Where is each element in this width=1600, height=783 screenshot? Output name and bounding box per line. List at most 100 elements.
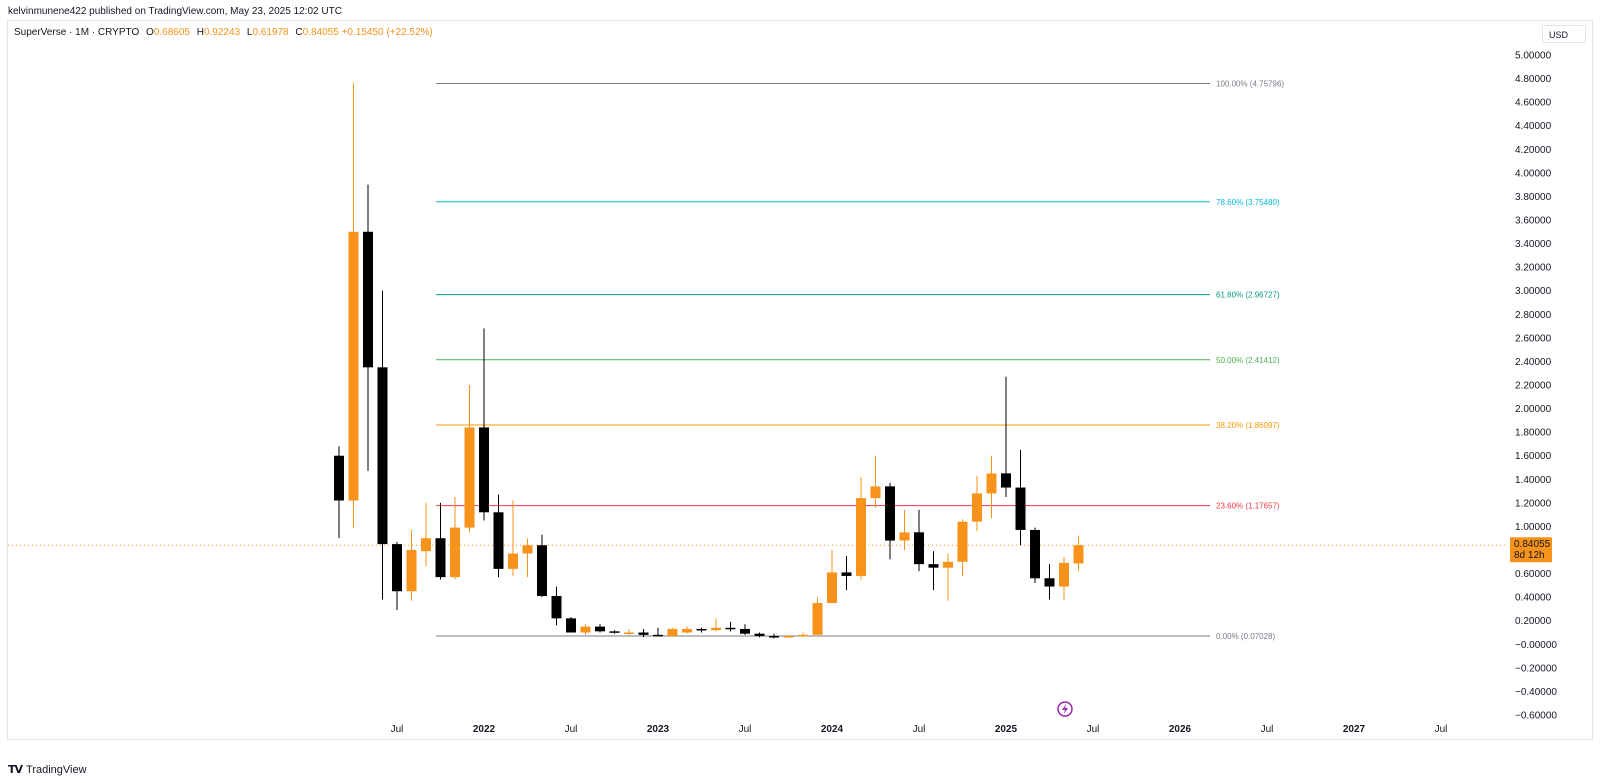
symbol-title[interactable]: SuperVerse · 1M · CRYPTO [14, 27, 140, 38]
candle-body [435, 538, 446, 578]
candle-body [899, 532, 910, 541]
candle-body [595, 626, 605, 632]
candle-body [943, 561, 953, 568]
currency-button[interactable]: USD [1542, 25, 1586, 43]
y-tick-label: 4.60000 [1515, 98, 1552, 109]
brand-name: TradingView [26, 763, 87, 776]
flash-icon [1062, 704, 1068, 714]
tradingview-brand[interactable]: 𝗧𝗩 TradingView [8, 763, 87, 777]
x-tick-label: Jul [1261, 724, 1274, 735]
y-tick-label: 4.80000 [1515, 74, 1552, 85]
fib-level-label: 38.20% (1.86097) [1216, 421, 1280, 430]
candle-body [653, 634, 663, 637]
last-price-tag [1510, 537, 1552, 563]
close-label: C [295, 27, 303, 38]
x-tick-label: 2026 [1169, 724, 1192, 735]
candle-body [363, 231, 373, 368]
candle-body [972, 493, 982, 522]
candle-body [1001, 473, 1011, 488]
y-tick-label: −0.00000 [1515, 640, 1557, 651]
y-tick-label: 0.20000 [1515, 616, 1552, 627]
candle-body [537, 545, 547, 596]
symbol-legend[interactable]: SuperVerse · 1M · CRYPTO O0.68605 H0.922… [14, 27, 433, 38]
close-value: 0.84055 [302, 27, 339, 38]
fib-level-label: 78.60% (3.75480) [1216, 198, 1280, 207]
candle-body [464, 427, 475, 528]
x-tick-label: 2025 [995, 724, 1018, 735]
y-tick-label: −0.40000 [1515, 687, 1557, 698]
candle-body [1073, 545, 1084, 564]
candle-body [348, 231, 359, 501]
fib-level-label: 23.60% (1.17657) [1216, 502, 1280, 511]
candle-body [841, 572, 852, 576]
y-tick-label: 5.00000 [1515, 51, 1552, 62]
candle-body [696, 628, 707, 631]
candle-body [1015, 487, 1026, 530]
y-tick-label: 3.00000 [1515, 286, 1552, 297]
candle-body [421, 538, 431, 552]
candle-body [450, 527, 460, 578]
low-label: L [246, 27, 253, 38]
candle-body [377, 367, 388, 545]
low-value: 0.61978 [252, 27, 289, 38]
last-price-label: 0.84055 [1514, 539, 1551, 550]
candle-body [508, 553, 518, 569]
candle-body [392, 544, 402, 592]
fib-level-label: 0.00% (0.07028) [1216, 632, 1275, 641]
candle-body [479, 427, 489, 513]
y-tick-label: 2.80000 [1515, 310, 1552, 321]
candle-body [798, 634, 808, 637]
published-info: kelvinmunene422 published on TradingView… [8, 6, 342, 17]
candle-body [870, 486, 881, 499]
high-value: 0.92243 [203, 27, 241, 38]
x-tick-label: Jul [1435, 724, 1448, 735]
candle-body [885, 486, 895, 541]
y-tick-label: 1.60000 [1515, 451, 1552, 462]
candle-body [856, 498, 866, 576]
candle-body [667, 628, 678, 637]
y-tick-label: −0.20000 [1515, 663, 1557, 674]
candle-body [609, 631, 620, 633]
y-tick-label: −0.60000 [1515, 711, 1557, 722]
x-tick-label: 2022 [473, 724, 496, 735]
y-tick-label: 4.20000 [1515, 145, 1552, 156]
candle-body [551, 595, 562, 619]
y-tick-label: 1.20000 [1515, 498, 1552, 509]
change-value: +0.15450 (+22.52%) [341, 27, 433, 38]
x-tick-label: Jul [739, 724, 752, 735]
candle-body [1044, 578, 1055, 587]
candle-body [406, 550, 417, 592]
y-tick-label: 2.00000 [1515, 404, 1552, 415]
candle-body [566, 618, 576, 633]
candle-body [638, 632, 649, 635]
candle-body [827, 572, 837, 604]
y-tick-label: 2.40000 [1515, 357, 1552, 368]
y-tick-label: 2.20000 [1515, 381, 1552, 392]
candle-body [1030, 529, 1040, 579]
x-tick-label: Jul [565, 724, 578, 735]
tradingview-logo-icon: 𝗧𝗩 [8, 764, 23, 776]
candle-body [682, 628, 692, 633]
y-tick-label: 3.60000 [1515, 216, 1552, 227]
candle-body [914, 532, 924, 565]
candle-body [957, 521, 968, 562]
y-tick-label: 4.00000 [1515, 168, 1552, 179]
candle-body [725, 627, 736, 630]
candle-body [740, 628, 750, 634]
x-tick-label: 2023 [647, 724, 670, 735]
x-tick-label: Jul [913, 724, 926, 735]
y-tick-label: 2.60000 [1515, 333, 1552, 344]
candle-body [522, 545, 533, 554]
candle-body [493, 512, 504, 569]
y-tick-label: 0.60000 [1515, 569, 1552, 580]
candle-body [334, 455, 344, 501]
x-tick-label: Jul [1087, 724, 1100, 735]
y-tick-label: 0.40000 [1515, 593, 1552, 604]
y-tick-label: 3.80000 [1515, 192, 1552, 203]
open-label: O [146, 27, 154, 38]
high-label: H [196, 27, 204, 38]
x-tick-label: 2027 [1343, 724, 1366, 735]
countdown-label: 8d 12h [1514, 550, 1545, 561]
event-flash-icon[interactable] [1057, 701, 1073, 717]
